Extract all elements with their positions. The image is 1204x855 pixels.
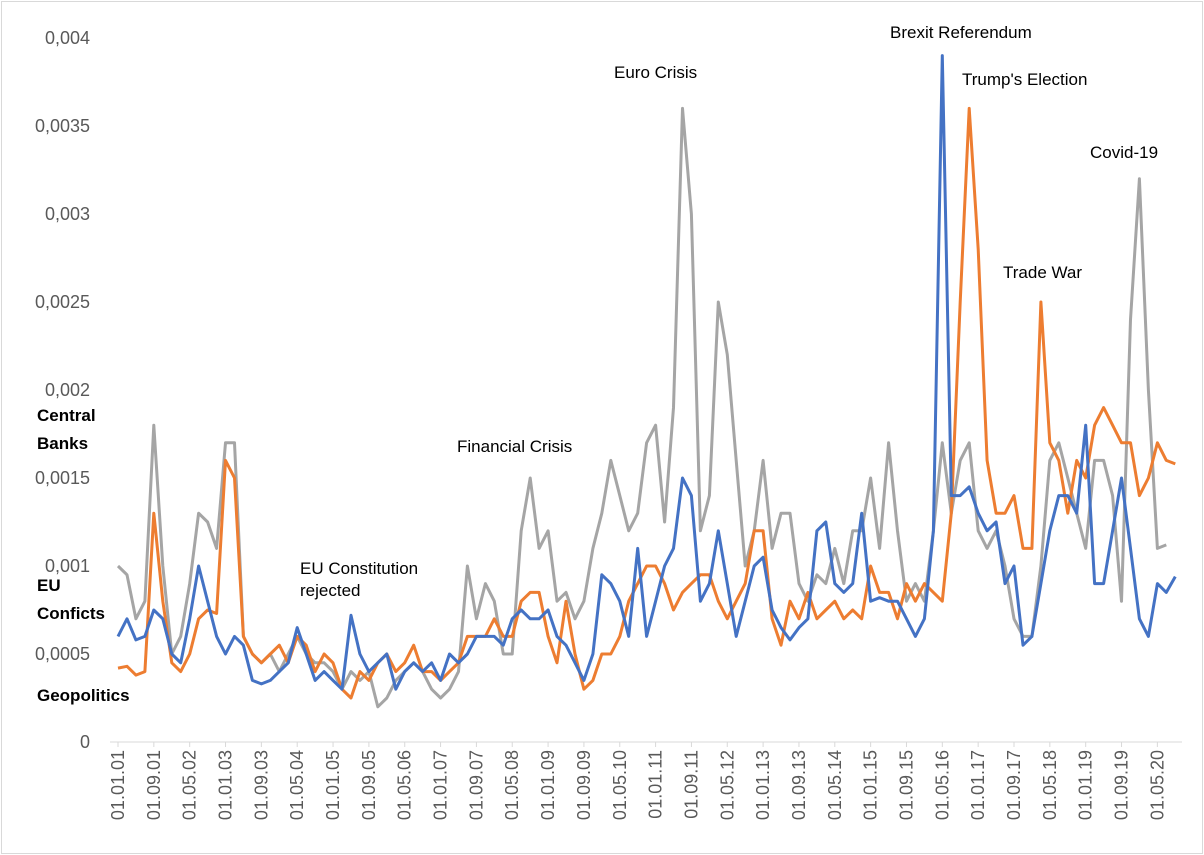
x-tick-label: 01.01.15 <box>861 750 881 820</box>
annotation: Euro Crisis <box>614 63 698 82</box>
x-tick-label: 01.09.15 <box>896 750 916 820</box>
x-tick-label: 01.09.07 <box>466 750 486 820</box>
series-line <box>116 106 1167 709</box>
x-tick-label: 01.01.11 <box>646 750 666 819</box>
x-tick-label: 01.01.09 <box>538 750 558 820</box>
x-tick-label: 01.09.13 <box>789 750 809 820</box>
x-tick-label: 01.01.07 <box>431 750 451 820</box>
annotation: Trump's Election <box>962 70 1088 89</box>
series-label: Geopolitics <box>37 686 130 705</box>
x-tick-label: 01.05.12 <box>717 750 737 820</box>
x-tick-label: 01.05.14 <box>825 750 845 820</box>
x-tick-label: 01.09.05 <box>359 750 379 820</box>
annotation: Brexit Referendum <box>890 23 1032 42</box>
x-tick-label: 01.09.01 <box>144 750 164 820</box>
series-label: Central Banks <box>37 406 96 453</box>
y-tick-label: 0,0025 <box>35 292 90 312</box>
x-tick-label: 01.05.20 <box>1147 750 1167 820</box>
x-tick-label: 01.05.02 <box>180 750 200 820</box>
x-tick-label: 01.05.10 <box>610 750 630 820</box>
x-tick-label: 01.05.16 <box>932 750 952 820</box>
annotation: EU Constitution rejected <box>300 559 419 600</box>
x-tick-label: 01.01.17 <box>968 750 988 820</box>
annotation: Financial Crisis <box>457 437 573 456</box>
x-tick-label: 01.09.17 <box>1004 750 1024 820</box>
x-tick-label: 01.09.19 <box>1112 750 1132 820</box>
y-tick-label: 0,004 <box>45 28 90 48</box>
y-tick-label: 0,0005 <box>35 644 90 664</box>
y-tick-label: 0 <box>80 732 90 752</box>
x-tick-label: 01.05.06 <box>395 750 415 820</box>
x-tick-label: 01.05.18 <box>1040 750 1060 820</box>
x-tick-label: 01.09.03 <box>251 750 271 820</box>
x-tick-label: 01.01.01 <box>108 750 128 820</box>
series-line <box>117 106 1176 700</box>
x-tick-label: 01.01.05 <box>323 750 343 820</box>
y-tick-label: 0,002 <box>45 380 90 400</box>
x-tick-label: 01.09.09 <box>574 750 594 820</box>
x-tick-label: 01.05.08 <box>502 750 522 820</box>
x-tick-label: 01.05.04 <box>287 750 307 820</box>
y-tick-label: 0,0015 <box>35 468 90 488</box>
x-tick-label: 01.01.13 <box>753 750 773 820</box>
annotation: Covid-19 <box>1090 143 1159 162</box>
x-tick-label: 01.01.03 <box>216 750 236 820</box>
y-tick-label: 0,003 <box>45 204 90 224</box>
annotation: Trade War <box>1003 263 1083 282</box>
y-tick-label: 0,001 <box>45 556 90 576</box>
series-label: EU Conficts <box>37 576 105 623</box>
series-line <box>116 54 1177 691</box>
x-tick-label: 01.09.11 <box>681 750 701 819</box>
x-tick-label: 01.01.19 <box>1076 750 1096 820</box>
y-tick-label: 0,0035 <box>35 116 90 136</box>
